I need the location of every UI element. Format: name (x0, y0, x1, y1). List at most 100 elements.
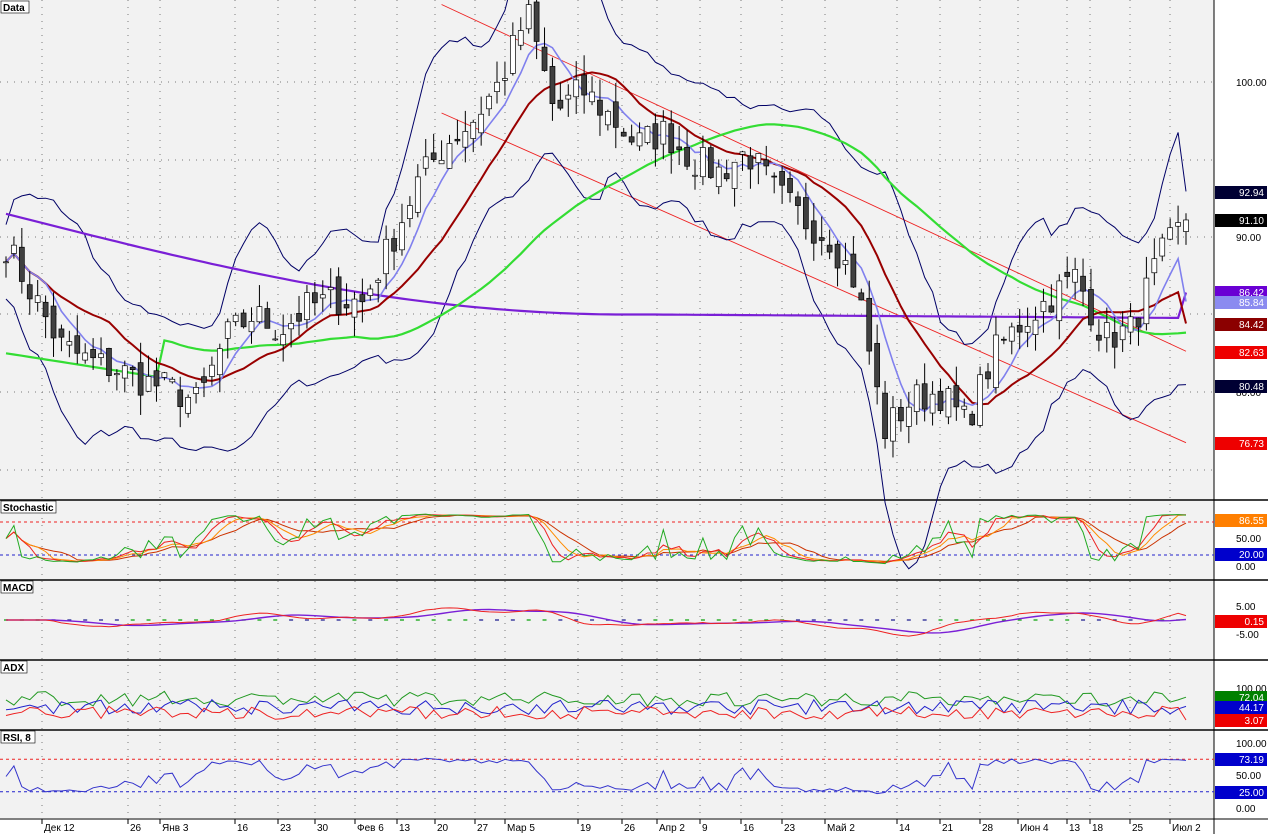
rsi-axis-tick: 100.00 (1236, 739, 1267, 750)
x-axis-label: 23 (784, 823, 796, 834)
pane-title-stochastic-text: Stochastic (3, 503, 54, 514)
candle-body (993, 334, 999, 388)
candle-body (90, 349, 96, 359)
candle-body (707, 147, 714, 178)
candle-body (1064, 271, 1071, 277)
stochastic-badge-bg (1215, 548, 1267, 561)
macd-plot (4, 607, 1187, 637)
candle-body (494, 81, 500, 92)
candle-body (34, 295, 41, 303)
candle-body (937, 390, 944, 411)
pane-title-rsi-text: RSI, 8 (3, 733, 31, 744)
pane-title-data-text: Data (3, 3, 25, 14)
candle-body (256, 306, 263, 323)
candle-body (1159, 237, 1166, 257)
candle-body (612, 101, 619, 128)
x-axis-label: 9 (702, 823, 708, 834)
rsi-axis-tick: 50.00 (1236, 771, 1261, 782)
x-axis-label: Янв 3 (162, 823, 189, 834)
pane-title-adx: ADX (0, 660, 28, 674)
price-plot (3, 0, 1189, 570)
candle-body (977, 374, 983, 426)
candle-body (874, 343, 880, 388)
x-axis-label: 14 (899, 823, 911, 834)
candle-body (755, 153, 762, 163)
candle-body (137, 362, 144, 396)
candle-body (969, 413, 976, 426)
candle-body (779, 171, 785, 186)
x-axis-label: 19 (580, 823, 592, 834)
candle-body (438, 159, 445, 165)
x-axis-label: Апр 2 (659, 823, 685, 834)
candle-body (1072, 269, 1078, 283)
candle-body (129, 366, 136, 371)
candle-body (82, 352, 89, 361)
candle-body (668, 123, 675, 154)
candle-body (541, 46, 548, 71)
candle-body (414, 176, 421, 213)
x-axis-label: Май 2 (827, 823, 855, 834)
x-axis-label: 16 (237, 823, 249, 834)
bollinger-upper-line (5, 0, 1187, 346)
macd-badge: 0.15 (1245, 617, 1265, 628)
candle-body (264, 308, 271, 329)
x-axis-label: 25 (1132, 823, 1144, 834)
candle-body (913, 384, 920, 412)
price-badge: 91.10 (1239, 216, 1264, 227)
candle-body (74, 335, 81, 354)
rsi-badge: 73.19 (1239, 755, 1264, 766)
candle-body (407, 205, 413, 220)
candle-body (1056, 280, 1063, 322)
price-badge: 86.42 (1239, 288, 1264, 299)
candle-body (121, 365, 128, 379)
candle-body (343, 304, 350, 309)
candle-body (1040, 300, 1047, 313)
candle-body (1096, 334, 1102, 341)
candle-body (1048, 305, 1055, 313)
adx-pane-bg (0, 661, 1214, 729)
rsi-pane-bg (0, 731, 1214, 818)
pane-title-rsi: RSI, 8 (0, 730, 36, 744)
price-badge-bg (1215, 186, 1267, 199)
candle-body (216, 348, 223, 376)
candle-body (715, 166, 722, 188)
price-axis-tick: 80.00 (1236, 388, 1261, 399)
candle-body (1001, 338, 1007, 341)
rsi-badge-bg (1215, 753, 1267, 766)
trend-channel-lower (441, 112, 1187, 444)
price-badge: 84.42 (1239, 320, 1264, 331)
candle-body (826, 244, 833, 253)
stochastic-badge: 86.55 (1239, 516, 1264, 527)
price-badge: 82.63 (1239, 348, 1264, 359)
candle-body (763, 159, 770, 167)
price-badge-bg (1215, 318, 1267, 331)
candle-body (486, 95, 492, 110)
price-badge-bg (1215, 286, 1267, 299)
ma-longest-line (5, 212, 1188, 319)
candle-body (573, 79, 580, 98)
stochastic-pane-bg (0, 501, 1214, 579)
candle-body (185, 396, 191, 414)
x-axis-label: Дек 12 (44, 823, 75, 834)
x-axis-label: 18 (1092, 823, 1104, 834)
candle-body (1167, 227, 1174, 240)
rsi-plot (0, 757, 1214, 795)
stochastic-badge: 20.00 (1239, 550, 1264, 561)
candle-body (224, 321, 231, 339)
candle-body (296, 313, 302, 322)
candle-body (1008, 326, 1015, 342)
candle-body (502, 78, 508, 81)
x-axis-label: 26 (624, 823, 636, 834)
macd-line (6, 607, 1187, 637)
candle-body (1103, 322, 1110, 339)
candle-body (430, 152, 437, 160)
candle-body (676, 146, 683, 150)
candle-body (525, 4, 532, 30)
price-badge: 80.48 (1239, 382, 1264, 393)
macd-signal-line (6, 608, 1187, 634)
candle-body (11, 244, 17, 254)
price-pane-bg (0, 0, 1214, 499)
candle-body (50, 305, 57, 339)
rsi-badge: 25.00 (1239, 788, 1264, 799)
x-axis-label: 20 (437, 823, 449, 834)
